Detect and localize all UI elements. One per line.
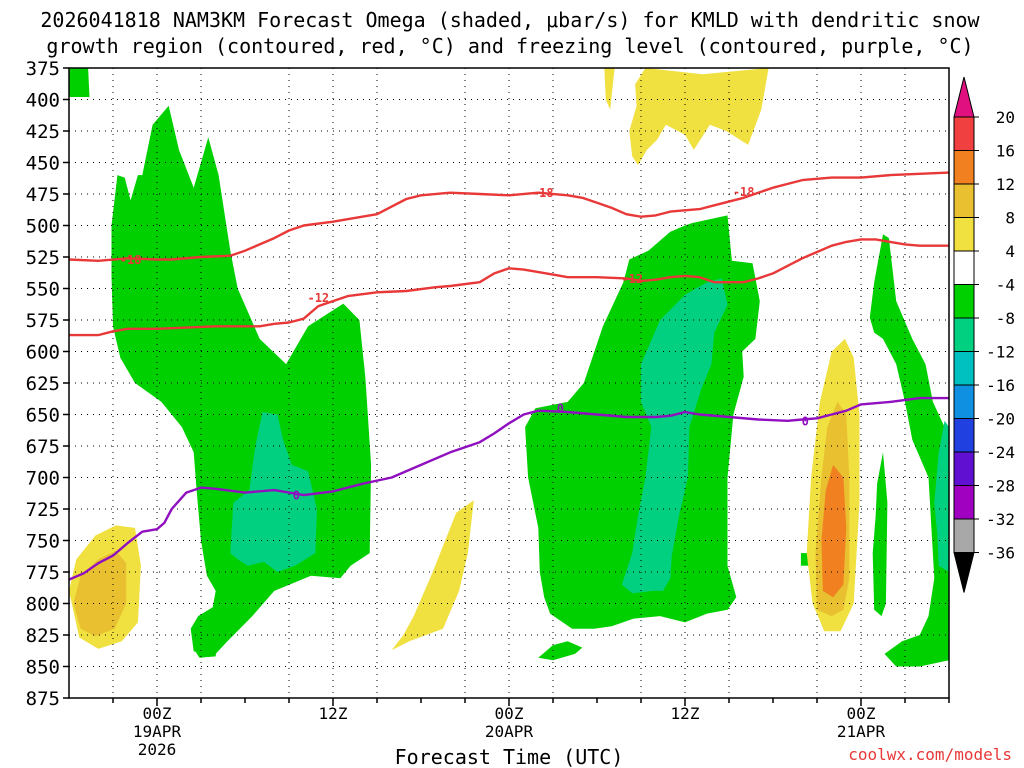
colorbar-bin	[953, 116, 975, 151]
contour-freezing-0	[69, 396, 949, 581]
colorbar-label: -36	[986, 544, 1015, 563]
colorbar-label: -12	[986, 343, 1015, 362]
colorbar-label: 16	[996, 142, 1015, 161]
colorbar-bin	[953, 451, 975, 486]
chart-title-line2: growth region (contoured, red, °C) and f…	[46, 34, 973, 58]
y-tick-label: 550	[26, 279, 60, 301]
x-tick-label: 20APR	[485, 722, 534, 741]
contours: -18 -18 -18 -12 -12 0 0 0	[69, 171, 949, 581]
y-tick-label: 425	[26, 121, 60, 143]
contour-label-temp-18: -18	[733, 185, 755, 199]
contour-label-temp-18: -18	[532, 186, 554, 200]
colorbar-label: -28	[986, 477, 1015, 496]
y-tick-label: 575	[26, 310, 60, 332]
omega-region-green-right-edge	[869, 234, 949, 667]
y-tick-label: 400	[26, 90, 60, 112]
omega-region-green-main-left	[111, 105, 372, 654]
omega-region-green-bottom-center-blob	[538, 641, 583, 661]
colorbar-label: 12	[996, 175, 1015, 194]
y-tick-label: 775	[26, 562, 60, 584]
x-tick-label: 00Z	[143, 704, 172, 723]
y-tick-label: 500	[26, 216, 60, 238]
colorbar-label: -16	[986, 376, 1015, 395]
y-tick-label: 625	[26, 373, 60, 395]
colorbar-label: 8	[1005, 209, 1015, 228]
y-tick-label: 850	[26, 657, 60, 679]
colorbar-bin	[953, 317, 975, 352]
colorbar-bin	[953, 485, 975, 520]
contour-temp-12	[69, 238, 949, 337]
y-tick-label: 875	[26, 688, 60, 710]
contour-label-temp-12: -12	[307, 291, 329, 305]
omega-region-dark-orange-right-blob	[821, 464, 847, 598]
x-tick-label: 12Z	[671, 704, 700, 723]
colorbar-bin	[953, 250, 975, 285]
contour-temp-18	[69, 171, 949, 262]
colorbar-label: 20	[996, 108, 1015, 127]
contour-label-temp-18: -18	[120, 253, 142, 267]
omega-region-yellow-top-center	[629, 68, 769, 165]
colorbar-label: -4	[996, 276, 1015, 295]
contour-label-freezing-0: 0	[802, 414, 809, 428]
credit-text: coolwx.com/models	[848, 745, 1012, 764]
colorbar-bin	[953, 384, 975, 419]
y-tick-label: 525	[26, 247, 60, 269]
omega-region-yellow-top-left-sliver	[604, 68, 615, 110]
x-axis-label: Forecast Time (UTC)	[395, 745, 624, 768]
y-tick-label: 725	[26, 499, 60, 521]
omega-shading	[69, 68, 949, 667]
omega-region-green-top-left	[69, 68, 90, 97]
contour-label-freezing-0: 0	[293, 489, 300, 503]
colorbar: 20 16 12 8 4 -4 -8 -12 -16 -20 -24 -28 -32 -36	[953, 76, 1015, 593]
y-tick-label: 600	[26, 342, 60, 364]
y-tick-label: 825	[26, 625, 60, 647]
omega-region-green-right-sliver	[872, 452, 888, 617]
omega-region-cyan-left-inner	[230, 412, 317, 572]
colorbar-label: 4	[1005, 242, 1015, 261]
colorbar-bin	[953, 217, 975, 252]
y-tick-label: 675	[26, 436, 60, 458]
colorbar-bin	[953, 418, 975, 453]
colorbar-bin	[953, 351, 975, 386]
x-tick-label: 19APR	[133, 722, 182, 741]
colorbar-label: -32	[986, 510, 1015, 529]
y-tick-label: 375	[26, 58, 60, 80]
x-tick-label: 00Z	[847, 704, 876, 723]
colorbar-bin	[953, 284, 975, 319]
contour-label-temp-12: -12	[621, 272, 643, 286]
y-tick-label: 750	[26, 531, 60, 553]
omega-region-green-bottom-left-blob	[193, 636, 218, 658]
x-tick-label: 21APR	[837, 722, 886, 741]
colorbar-arrow-bottom	[953, 552, 975, 593]
omega-region-cyan-right-edge	[934, 420, 949, 572]
y-tick-label: 475	[26, 184, 60, 206]
y-tick-label: 800	[26, 594, 60, 616]
x-tick-label: 2026	[138, 740, 177, 759]
x-tick-label: 00Z	[495, 704, 524, 723]
omega-region-yellow-small-mid	[391, 500, 474, 651]
x-tick-label: 12Z	[319, 704, 348, 723]
y-tick-label: 650	[26, 405, 60, 427]
colorbar-arrow-top	[953, 76, 975, 118]
colorbar-label: -24	[986, 443, 1015, 462]
y-tick-label: 450	[26, 153, 60, 175]
y-tick-label: 700	[26, 468, 60, 490]
y-axis: 375 400 425 450 475 500 525 550 575 600 625 650 675 7…	[26, 58, 69, 710]
colorbar-bin	[953, 518, 975, 553]
colorbar-bin	[953, 150, 975, 185]
omega-region-cyan-center	[621, 278, 728, 594]
colorbar-label: -8	[996, 309, 1015, 328]
contour-label-freezing-0: 0	[557, 402, 564, 416]
colorbar-label: -20	[986, 410, 1015, 429]
colorbar-bin	[953, 183, 975, 218]
chart-title-line1: 2026041818 NAM3KM Forecast Omega (shaded…	[40, 8, 980, 32]
